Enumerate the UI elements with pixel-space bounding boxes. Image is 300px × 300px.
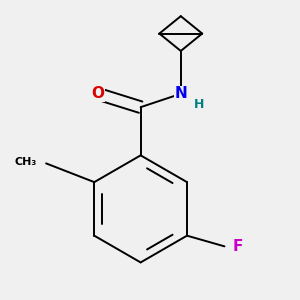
Text: F: F xyxy=(232,239,243,254)
Text: H: H xyxy=(194,98,205,111)
Text: O: O xyxy=(91,86,104,101)
Text: CH₃: CH₃ xyxy=(14,157,37,167)
Text: N: N xyxy=(174,86,187,101)
